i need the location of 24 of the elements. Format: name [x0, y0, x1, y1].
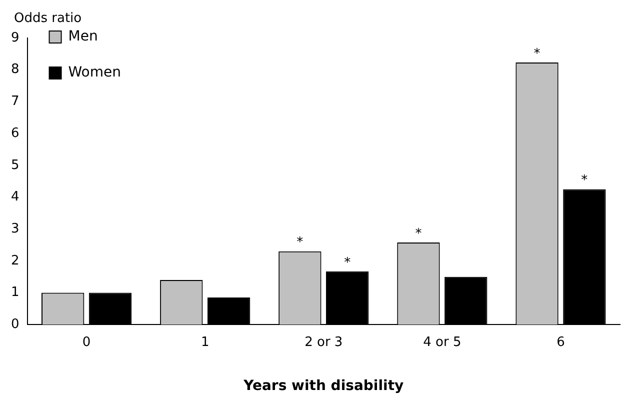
y-tick-label: 7: [10, 94, 20, 110]
x-tick-label: 2 or 3: [304, 334, 343, 350]
y-tick-label: 2: [10, 253, 20, 268]
y-tick-label: 5: [10, 158, 20, 173]
x-tick-label: 6: [556, 334, 565, 350]
y-tick-label: 3: [10, 221, 20, 236]
y-tick-label: 1: [10, 285, 20, 300]
y-tick-label: 8: [10, 62, 20, 78]
x-axis-title: Years with disability: [242, 378, 404, 394]
x-tick-label: 1: [200, 334, 210, 350]
x-tick-label: 0: [82, 334, 91, 350]
annotation: *: [415, 226, 422, 242]
y-tick-label: 9: [10, 30, 20, 46]
annotation: *: [296, 235, 304, 250]
y-tick-label: 6: [10, 126, 20, 141]
annotation: *: [581, 173, 588, 188]
annotation: *: [534, 46, 541, 62]
y-axis-title: Odds ratio: [14, 10, 82, 26]
y-tick-label: 0: [10, 316, 20, 332]
x-tick-label: 4 or 5: [423, 334, 462, 350]
annotation: *: [344, 255, 352, 270]
legend-label: Women: [68, 64, 121, 81]
legend-label: Men: [68, 28, 98, 45]
y-tick-label: 4: [10, 190, 20, 205]
